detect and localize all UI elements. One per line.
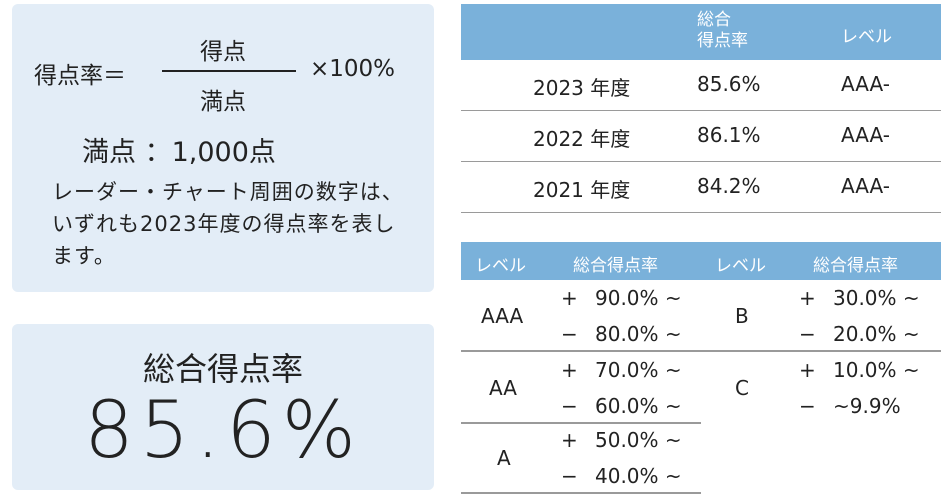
table-row: 2023 年度 85.6% AAA- — [461, 60, 941, 111]
level-table: レベル 総合得点率 レベル 総合得点率 AAA + 90.0% ~ − 80.0… — [461, 242, 941, 494]
minus-sign: − — [561, 322, 578, 346]
minus-range: ~9.9% — [833, 394, 901, 418]
formula-lhs: 得点率＝ — [34, 63, 126, 89]
plus-sign: + — [561, 286, 578, 310]
fraction-line — [162, 70, 296, 72]
minus-sign: − — [561, 464, 578, 488]
row-level: AAA- — [841, 72, 890, 96]
row-year: 2023 年度 — [533, 76, 631, 100]
row-divider — [461, 350, 701, 352]
row-score: 85.6% — [697, 72, 761, 96]
summary-value: 85.6% — [84, 386, 362, 476]
row-year: 2021 年度 — [533, 178, 631, 202]
header-level: レベル — [715, 256, 766, 276]
table-row: 2021 年度 84.2% AAA- — [461, 162, 941, 213]
level-table-header-right: レベル 総合得点率 — [701, 242, 941, 280]
plus-sign: + — [799, 358, 816, 382]
plus-sign: + — [561, 428, 578, 452]
radar-note: レーダー・チャート周囲の数字は、いずれも2023年度の得点率を表します。 — [52, 180, 404, 268]
header-total-score: 総合 得点率 — [697, 10, 748, 51]
row-divider — [701, 350, 941, 352]
row-year: 2022 年度 — [533, 127, 631, 151]
plus-range: 90.0% ~ — [595, 286, 682, 310]
row-level: AAA- — [841, 174, 890, 198]
plus-range: 50.0% ~ — [595, 428, 682, 452]
plus-sign: + — [561, 358, 578, 382]
formula-multiplier: ×100% — [310, 56, 396, 82]
minus-range: 40.0% ~ — [595, 464, 682, 488]
minus-sign: − — [799, 322, 816, 346]
row-level: AAA- — [841, 123, 890, 147]
yearly-table-header: 総合 得点率 レベル — [461, 4, 941, 60]
table-row: 2022 年度 86.1% AAA- — [461, 111, 941, 162]
level-table-header-left: レベル 総合得点率 — [461, 242, 701, 280]
level-name: B — [735, 304, 749, 328]
minus-range: 20.0% ~ — [833, 322, 920, 346]
plus-sign: + — [799, 286, 816, 310]
minus-range: 60.0% ~ — [595, 394, 682, 418]
row-divider — [461, 492, 701, 494]
minus-sign: − — [561, 394, 578, 418]
row-score: 84.2% — [697, 174, 761, 198]
formula-panel: 得点率＝ 得点 満点 ×100% 満点 ：1,000点 レーダー・チャート周囲の… — [12, 4, 434, 292]
header-level: レベル — [841, 27, 892, 47]
plus-range: 30.0% ~ — [833, 286, 920, 310]
minus-sign: − — [799, 394, 816, 418]
row-score: 86.1% — [697, 123, 761, 147]
summary-label: 総合得点率 — [142, 350, 303, 388]
plus-range: 70.0% ~ — [595, 358, 682, 382]
formula-numerator: 得点 — [200, 39, 246, 65]
header-total-score: 総合得点率 — [813, 256, 898, 276]
level-name: A — [497, 446, 511, 470]
header-level: レベル — [475, 256, 526, 276]
max-score: 満点 ：1,000点 — [82, 137, 276, 168]
level-name: AA — [489, 376, 517, 400]
summary-panel: 総合得点率 85.6% — [12, 324, 434, 490]
header-total-score: 総合得点率 — [573, 256, 658, 276]
minus-range: 80.0% ~ — [595, 322, 682, 346]
row-divider — [461, 422, 701, 424]
yearly-score-table: 総合 得点率 レベル 2023 年度 85.6% AAA- 2022 年度 86… — [461, 4, 941, 213]
plus-range: 10.0% ~ — [833, 358, 920, 382]
level-name: AAA — [481, 304, 524, 328]
formula-denominator: 満点 — [200, 89, 246, 115]
level-name: C — [735, 376, 749, 400]
